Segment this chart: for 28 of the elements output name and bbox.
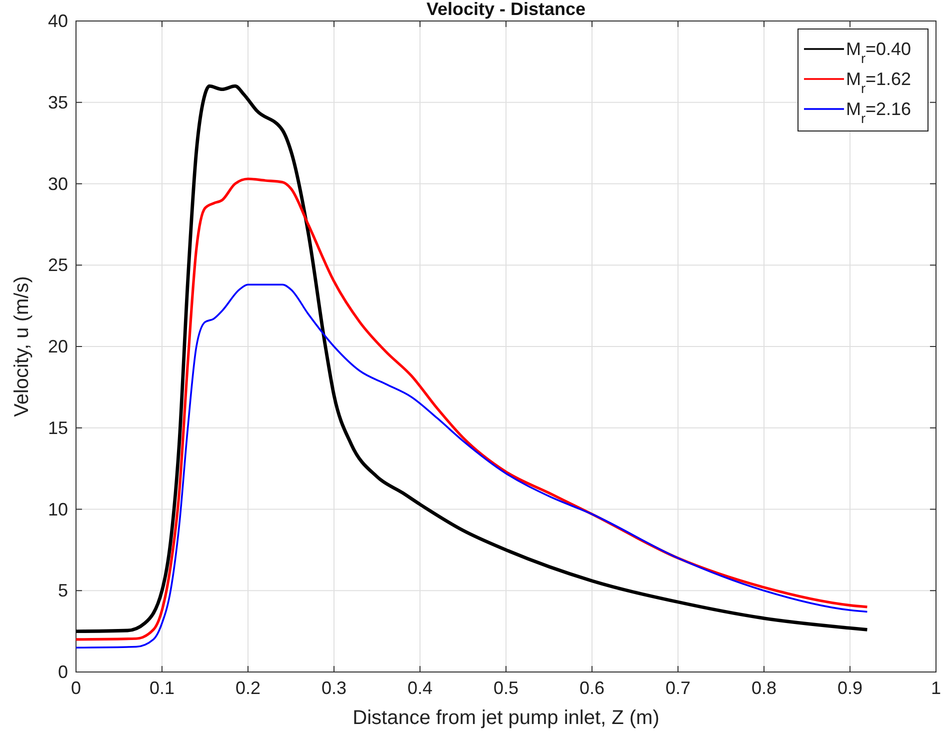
y-tick-label: 35 xyxy=(48,92,68,112)
x-tick-label: 0.9 xyxy=(837,678,863,698)
x-tick-label: 0.4 xyxy=(407,678,433,698)
x-tick-label: 0.2 xyxy=(235,678,261,698)
line-series xyxy=(75,284,868,648)
x-tick-label: 0.7 xyxy=(665,678,691,698)
y-tick-label: 25 xyxy=(48,255,68,276)
y-tick-label: 40 xyxy=(48,11,68,31)
chart-title: Velocity - Distance xyxy=(426,0,586,19)
y-axis-title: Velocity, u (m/s) xyxy=(11,276,33,417)
y-tick-label: 30 xyxy=(48,174,68,194)
legend-label: M$_{r}$=0.40 xyxy=(846,39,912,66)
x-tick-label: 0.5 xyxy=(493,678,519,698)
y-tick-label: 5 xyxy=(58,580,68,601)
x-tick-label: 0 xyxy=(70,678,82,698)
y-tick-label: 0 xyxy=(58,662,68,682)
x-axis-title: Distance from jet pump inlet, Z (m) xyxy=(352,707,660,729)
y-tick-label: 10 xyxy=(48,499,68,520)
line-series xyxy=(74,178,868,641)
x-tick-label: 0.3 xyxy=(321,678,347,698)
y-tick-label: 20 xyxy=(48,336,68,356)
legend-label: M$_{r}$=1.62 xyxy=(846,69,912,96)
x-tick-label: 0.6 xyxy=(579,678,605,698)
legend-label: M$_{r}$=2.16 xyxy=(846,99,912,126)
x-tick-label: 0.1 xyxy=(149,678,175,698)
x-tick-label: 1 xyxy=(930,678,942,698)
x-tick-label: 0.8 xyxy=(751,678,777,698)
y-tick-label: 15 xyxy=(48,418,68,438)
